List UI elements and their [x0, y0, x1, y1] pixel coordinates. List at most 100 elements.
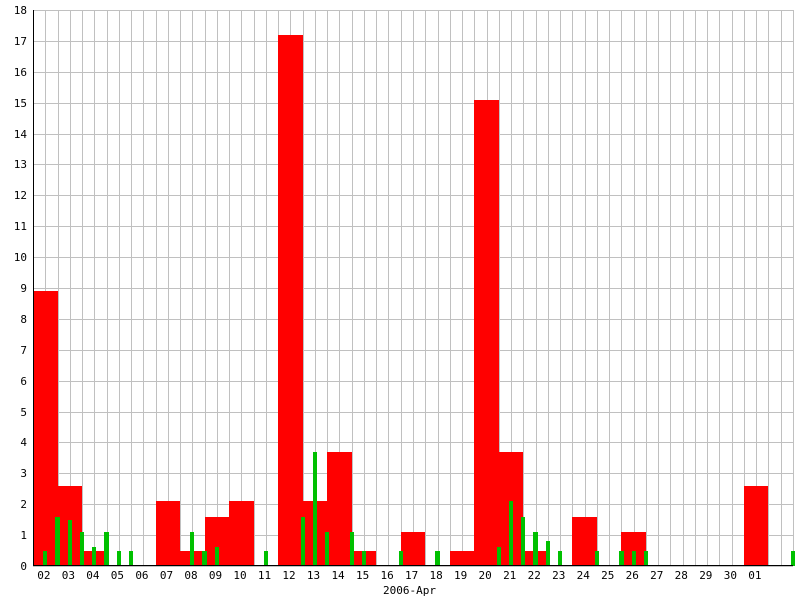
- gridline-v: [303, 10, 304, 566]
- x-tick-label: 24: [577, 569, 590, 582]
- x-tick-label: 11: [258, 569, 271, 582]
- x-tick-label: 02: [37, 569, 50, 582]
- bar-secondary: [509, 501, 513, 566]
- x-tick-label: 03: [62, 569, 75, 582]
- x-tick-label: 08: [184, 569, 197, 582]
- bar-secondary: [313, 452, 317, 566]
- gridline-v: [719, 10, 720, 566]
- bar-secondary: [92, 547, 96, 566]
- bar-primary: [744, 486, 769, 566]
- x-tick-label: 28: [675, 569, 688, 582]
- gridline-v: [462, 10, 463, 566]
- y-tick-label: 1: [0, 529, 27, 542]
- bar-secondary: [497, 547, 501, 566]
- gridline-v: [425, 10, 426, 566]
- bar-secondary: [215, 547, 219, 566]
- gridline-v: [376, 10, 377, 566]
- gridline-v: [94, 10, 95, 566]
- gridline-v: [352, 10, 353, 566]
- gridline-v: [634, 10, 635, 566]
- gridline-v: [450, 10, 451, 566]
- gridline-v: [670, 10, 671, 566]
- bar-secondary: [264, 551, 268, 566]
- gridline-v: [364, 10, 365, 566]
- x-axis-title: 2006-Apr: [383, 584, 436, 597]
- x-tick-label: 15: [356, 569, 369, 582]
- y-tick-label: 4: [0, 436, 27, 449]
- gridline-v: [217, 10, 218, 566]
- bar-secondary: [104, 532, 108, 566]
- gridline-v: [438, 10, 439, 566]
- y-axis: [33, 10, 34, 566]
- x-tick-label: 04: [86, 569, 99, 582]
- bar-primary: [572, 517, 597, 566]
- gridline-v: [70, 10, 71, 566]
- y-tick-label: 16: [0, 66, 27, 79]
- x-tick-label: 23: [552, 569, 565, 582]
- y-tick-label: 6: [0, 375, 27, 388]
- x-tick-label: 20: [479, 569, 492, 582]
- gridline-v: [621, 10, 622, 566]
- y-tick-label: 15: [0, 97, 27, 110]
- bar-secondary: [521, 517, 525, 566]
- bar-primary: [474, 100, 499, 566]
- x-tick-label: 26: [626, 569, 639, 582]
- x-tick-label: 09: [209, 569, 222, 582]
- bar-secondary: [595, 551, 599, 566]
- gridline-v: [107, 10, 108, 566]
- bar-secondary: [546, 541, 550, 566]
- x-tick-label: 05: [111, 569, 124, 582]
- gridline-v: [192, 10, 193, 566]
- gridline-v: [756, 10, 757, 566]
- bar-secondary: [350, 532, 354, 566]
- x-tick-label: 25: [601, 569, 614, 582]
- gridline-v: [82, 10, 83, 566]
- gridline-v: [695, 10, 696, 566]
- bar-primary: [450, 551, 475, 566]
- x-tick-label: 22: [528, 569, 541, 582]
- gridline-v: [732, 10, 733, 566]
- gridline-v: [707, 10, 708, 566]
- y-tick-label: 2: [0, 498, 27, 511]
- bar-secondary: [68, 520, 72, 566]
- bar-primary: [327, 452, 352, 566]
- bar-primary: [229, 501, 254, 566]
- x-tick-label: 13: [307, 569, 320, 582]
- bar-secondary: [43, 551, 47, 566]
- y-tick-label: 8: [0, 313, 27, 326]
- gridline-v: [658, 10, 659, 566]
- y-tick-label: 5: [0, 406, 27, 419]
- y-tick-label: 10: [0, 251, 27, 264]
- gridline-v: [58, 10, 59, 566]
- gridline-v: [254, 10, 255, 566]
- bar-secondary: [55, 517, 59, 566]
- gridline-h: [33, 566, 793, 567]
- gridline-v: [609, 10, 610, 566]
- gridline-v: [119, 10, 120, 566]
- y-tick-label: 7: [0, 344, 27, 357]
- bar-primary: [156, 501, 181, 566]
- bar-secondary: [129, 551, 133, 566]
- y-tick-label: 3: [0, 467, 27, 480]
- x-tick-label: 12: [282, 569, 295, 582]
- gridline-v: [388, 10, 389, 566]
- bar-secondary: [301, 517, 305, 566]
- gridline-v: [205, 10, 206, 566]
- gridline-v: [548, 10, 549, 566]
- gridline-v: [168, 10, 169, 566]
- gridline-v: [143, 10, 144, 566]
- bar-secondary: [399, 551, 403, 566]
- x-tick-label: 14: [331, 569, 344, 582]
- gridline-v: [266, 10, 267, 566]
- x-tick-label: 27: [650, 569, 663, 582]
- x-tick-label: 06: [135, 569, 148, 582]
- x-tick-label: 16: [380, 569, 393, 582]
- y-tick-label: 11: [0, 220, 27, 233]
- gridline-v: [523, 10, 524, 566]
- bar-secondary: [117, 551, 121, 566]
- x-tick-label: 19: [454, 569, 467, 582]
- gridline-v: [156, 10, 157, 566]
- bar-primary: [33, 291, 58, 566]
- bar-secondary: [325, 532, 329, 566]
- bar-secondary: [435, 551, 439, 566]
